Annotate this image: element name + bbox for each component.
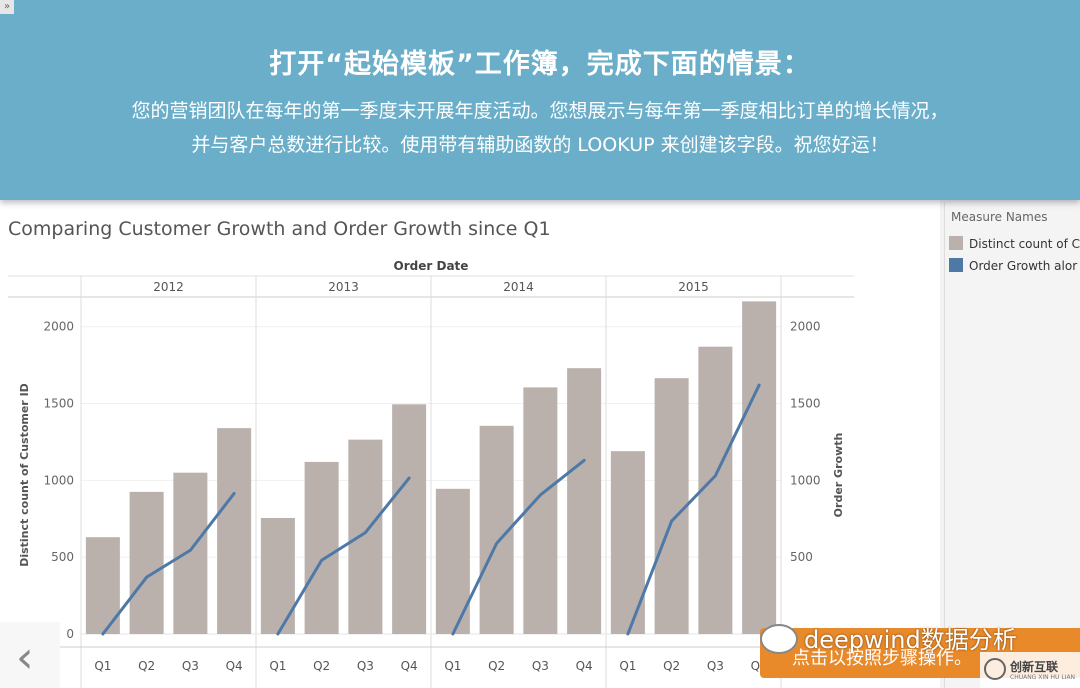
x-tick-label-2015-Q3: Q3: [707, 659, 724, 673]
bar-2013-Q3: [348, 439, 383, 634]
x-tick-label-2012-Q1: Q1: [94, 659, 111, 673]
combo-chart: Order Date 2012 2013 2014 2015 0 500 1000 1500 20…: [8, 259, 854, 688]
order-growth-line-2012: [101, 491, 236, 636]
banner-title: 打开“起始模板”工作簿，完成下面的情景：: [269, 49, 811, 80]
y-left-tick-label: 1500: [43, 397, 74, 411]
legend-label: Distinct count of C: [969, 237, 1080, 251]
x-tick-label-2013-Q4: Q4: [401, 659, 418, 673]
scenario-banner: » 打开“起始模板”工作簿，完成下面的情景： 您的营销团队在每年的第一季度末开展…: [0, 0, 1080, 200]
bar-2013-Q4: [392, 404, 427, 634]
order-growth-line-2013: [276, 476, 411, 636]
x-tick-label-2014-Q4: Q4: [576, 659, 593, 673]
legend-item-customers[interactable]: Distinct count of C: [949, 236, 1080, 251]
legend-swatch: [949, 258, 963, 272]
x-tick-label-2012-Q2: Q2: [138, 659, 155, 673]
year-header-2012: 2012: [153, 280, 184, 294]
y-left-tick-label: 1000: [43, 473, 74, 487]
x-tick-label-2013-Q2: Q2: [313, 659, 330, 673]
legend-panel: Measure Names Distinct count of C Order …: [944, 202, 1080, 688]
brand-logo: 创新互联 CHUANG XIN HU LIAN: [980, 652, 1080, 688]
banner-description-line-2: 并与客户总数进行比较。使用带有辅助函数的 LOOKUP 来创建该字段。祝您好运！: [191, 134, 889, 156]
bar-2015-Q4: [742, 301, 777, 634]
y-left-tick-label: 0: [66, 627, 74, 641]
brand-subtext: CHUANG XIN HU LIAN: [1010, 674, 1076, 681]
x-tick-label-2014-Q2: Q2: [488, 659, 505, 673]
expand-icon[interactable]: »: [0, 0, 14, 14]
x-tick-label-2013-Q3: Q3: [357, 659, 374, 673]
watermark: deepwind数据分析: [760, 620, 1017, 655]
y-right-tick-label: 1500: [790, 397, 821, 411]
bar-2013-Q2: [304, 461, 339, 634]
year-header-2014: 2014: [503, 280, 534, 294]
bar-2014-Q4: [567, 368, 602, 634]
x-tick-label-2014-Q3: Q3: [532, 659, 549, 673]
year-header-2015: 2015: [678, 280, 709, 294]
y-right-tick-label: 500: [790, 550, 813, 564]
toast-text: 点击以按照步骤操作。: [792, 648, 972, 669]
bar-2012-Q4: [217, 428, 252, 634]
legend-label: Order Growth alor: [969, 259, 1078, 273]
watermark-text: deepwind数据分析: [804, 626, 1017, 654]
bar-2015-Q2: [654, 378, 689, 634]
x-tick-label-2015-Q1: Q1: [619, 659, 636, 673]
banner-description-line-1: 您的营销团队在每年的第一季度末开展年度活动。您想展示与每年第一季度相比订单的增长…: [131, 100, 949, 122]
x-tick-label-2015-Q2: Q2: [663, 659, 680, 673]
chevron-left-icon: ‹: [16, 632, 34, 683]
y-left-tick-label: 2000: [43, 320, 74, 334]
legend-swatch: [949, 236, 963, 250]
bar-2015-Q3: [698, 346, 733, 634]
bar-2012-Q3: [173, 472, 208, 634]
bar-2014-Q3: [523, 387, 558, 634]
year-header-2013: 2013: [328, 280, 359, 294]
y-right-tick-label: 2000: [790, 320, 821, 334]
legend-item-order-growth[interactable]: Order Growth alor: [949, 258, 1080, 273]
sheet-title: Comparing Customer Growth and Order Grow…: [8, 218, 551, 240]
y-right-axis-title: Order Growth: [832, 433, 845, 518]
order-growth-line-2014: [451, 458, 586, 636]
y-left-axis-title: Distinct count of Customer ID: [18, 383, 31, 567]
bar-2012-Q2: [129, 491, 164, 634]
worksheet: Comparing Customer Growth and Order Grow…: [0, 200, 940, 688]
chat-icon: [760, 624, 798, 654]
x-tick-label-2013-Q1: Q1: [269, 659, 286, 673]
x-tick-label-2014-Q1: Q1: [444, 659, 461, 673]
column-header-title: Order Date: [394, 259, 469, 273]
brand-text: 创新互联: [1010, 660, 1059, 674]
x-tick-label-2012-Q3: Q3: [182, 659, 199, 673]
previous-step-button[interactable]: ‹: [0, 622, 60, 688]
order-growth-line-2015: [626, 383, 761, 636]
brand-mark-icon: [984, 658, 1006, 680]
y-left-tick-label: 500: [51, 550, 74, 564]
y-right-tick-label: 1000: [790, 473, 821, 487]
legend-title: Measure Names: [951, 210, 1048, 224]
x-tick-label-2012-Q4: Q4: [226, 659, 243, 673]
